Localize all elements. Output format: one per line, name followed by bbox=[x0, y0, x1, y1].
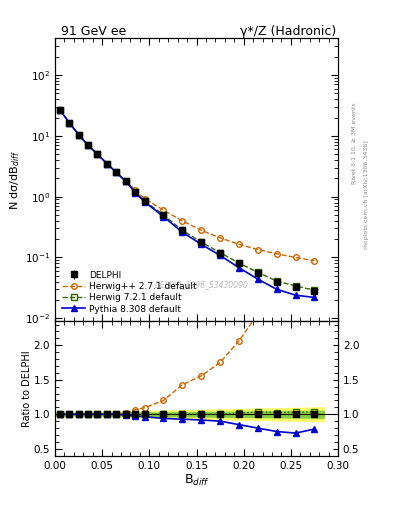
Herwig++ 2.7.1 default bbox=[312, 258, 317, 264]
Herwig++ 2.7.1 default bbox=[180, 218, 185, 224]
X-axis label: B$_{diff}$: B$_{diff}$ bbox=[184, 473, 209, 488]
Y-axis label: Ratio to DELPHI: Ratio to DELPHI bbox=[22, 350, 32, 426]
Pythia 8.308 default bbox=[86, 142, 90, 148]
Pythia 8.308 default bbox=[274, 286, 279, 292]
Pythia 8.308 default bbox=[180, 229, 185, 236]
Legend: DELPHI, Herwig++ 2.7.1 default, Herwig 7.2.1 default, Pythia 8.308 default: DELPHI, Herwig++ 2.7.1 default, Herwig 7… bbox=[59, 268, 200, 316]
Text: mcplots.cern.ch [arXiv:1306.3436]: mcplots.cern.ch [arXiv:1306.3436] bbox=[364, 140, 369, 249]
Herwig++ 2.7.1 default bbox=[255, 246, 260, 252]
Text: 91 GeV ee: 91 GeV ee bbox=[61, 25, 126, 37]
Herwig++ 2.7.1 default bbox=[123, 178, 128, 184]
Herwig++ 2.7.1 default bbox=[237, 241, 241, 247]
Pythia 8.308 default bbox=[293, 292, 298, 298]
Herwig++ 2.7.1 default bbox=[199, 227, 204, 233]
Herwig++ 2.7.1 default bbox=[67, 119, 72, 125]
Pythia 8.308 default bbox=[114, 169, 119, 176]
Text: Rivet 3.1.10, ≥ 3M events: Rivet 3.1.10, ≥ 3M events bbox=[352, 102, 357, 184]
Pythia 8.308 default bbox=[123, 178, 128, 184]
Herwig++ 2.7.1 default bbox=[274, 251, 279, 257]
Herwig 7.2.1 default bbox=[76, 132, 81, 138]
Herwig++ 2.7.1 default bbox=[86, 142, 90, 148]
Line: Herwig++ 2.7.1 default: Herwig++ 2.7.1 default bbox=[57, 107, 317, 264]
Herwig++ 2.7.1 default bbox=[76, 132, 81, 138]
Line: Herwig 7.2.1 default: Herwig 7.2.1 default bbox=[57, 107, 317, 293]
Pythia 8.308 default bbox=[105, 160, 109, 166]
Herwig 7.2.1 default bbox=[105, 160, 109, 166]
Herwig 7.2.1 default bbox=[255, 269, 260, 275]
Herwig++ 2.7.1 default bbox=[114, 169, 119, 176]
Herwig 7.2.1 default bbox=[133, 189, 138, 195]
Pythia 8.308 default bbox=[312, 294, 317, 301]
Pythia 8.308 default bbox=[161, 214, 166, 220]
Herwig 7.2.1 default bbox=[57, 106, 62, 113]
Herwig 7.2.1 default bbox=[86, 142, 90, 148]
Herwig 7.2.1 default bbox=[123, 178, 128, 184]
Herwig 7.2.1 default bbox=[274, 278, 279, 284]
Text: γ*/Z (Hadronic): γ*/Z (Hadronic) bbox=[240, 25, 336, 37]
Herwig++ 2.7.1 default bbox=[105, 160, 109, 166]
Herwig 7.2.1 default bbox=[161, 212, 166, 218]
Herwig 7.2.1 default bbox=[237, 260, 241, 266]
Pythia 8.308 default bbox=[76, 132, 81, 138]
Text: DELPHI_1996_S3430090: DELPHI_1996_S3430090 bbox=[155, 280, 249, 289]
Line: Pythia 8.308 default: Pythia 8.308 default bbox=[57, 107, 317, 300]
Pythia 8.308 default bbox=[199, 241, 204, 247]
Herwig++ 2.7.1 default bbox=[142, 196, 147, 202]
Herwig++ 2.7.1 default bbox=[133, 187, 138, 193]
Herwig 7.2.1 default bbox=[180, 227, 185, 233]
Herwig 7.2.1 default bbox=[142, 198, 147, 204]
Herwig++ 2.7.1 default bbox=[95, 151, 100, 157]
Herwig 7.2.1 default bbox=[67, 119, 72, 125]
Herwig 7.2.1 default bbox=[312, 287, 317, 293]
Herwig++ 2.7.1 default bbox=[218, 235, 222, 241]
Herwig++ 2.7.1 default bbox=[57, 106, 62, 113]
Herwig 7.2.1 default bbox=[114, 169, 119, 176]
Herwig 7.2.1 default bbox=[199, 239, 204, 245]
Pythia 8.308 default bbox=[255, 276, 260, 282]
Pythia 8.308 default bbox=[218, 252, 222, 259]
Pythia 8.308 default bbox=[95, 151, 100, 157]
Pythia 8.308 default bbox=[133, 189, 138, 196]
Pythia 8.308 default bbox=[142, 199, 147, 205]
Herwig++ 2.7.1 default bbox=[161, 207, 166, 213]
Pythia 8.308 default bbox=[67, 119, 72, 125]
Herwig 7.2.1 default bbox=[218, 249, 222, 255]
Y-axis label: N dσ/dB$_{diff}$: N dσ/dB$_{diff}$ bbox=[8, 150, 22, 210]
Herwig 7.2.1 default bbox=[293, 283, 298, 289]
Herwig++ 2.7.1 default bbox=[293, 254, 298, 261]
Pythia 8.308 default bbox=[237, 265, 241, 271]
Pythia 8.308 default bbox=[57, 106, 62, 113]
Herwig 7.2.1 default bbox=[95, 151, 100, 157]
